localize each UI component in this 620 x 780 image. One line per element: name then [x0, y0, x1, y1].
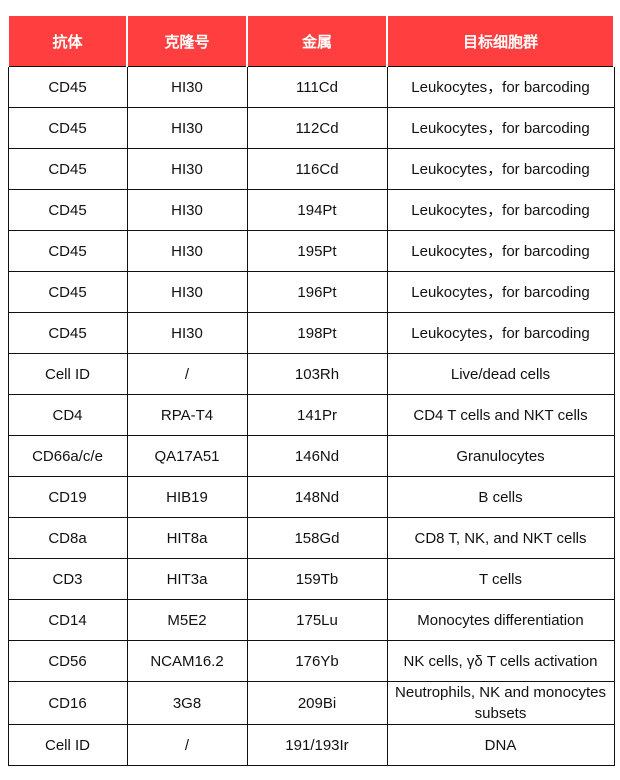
table-row: CD45 HI30 195Pt Leukocytes，for barcoding	[7, 230, 615, 272]
metal-cell: 103Rh	[246, 353, 388, 395]
table-row: Cell ID/103Rh Live/dead cells	[7, 353, 615, 395]
antibody-cell: CD45	[7, 312, 128, 354]
target-cells-cell: T cells	[386, 558, 615, 600]
table-row: CD56 NCAM16.2 176Yb NK cells, γδ T cells ac…	[7, 640, 615, 682]
target-cells-cell: CD8 T, NK, and NKT cells	[386, 517, 615, 559]
metal-cell: 209Bi	[246, 681, 388, 725]
target-cells-cell: Leukocytes，for barcoding	[386, 312, 615, 354]
metal-cell: 158Gd	[246, 517, 388, 559]
table-row: CD19 HIB19 148Nd B cells	[7, 476, 615, 518]
metal-cell: 196Pt	[246, 271, 388, 313]
table-row: CD66a/c/e QA17A51 146Nd Granulocytes	[7, 435, 615, 477]
metal-cell: 146Nd	[246, 435, 388, 477]
antibody-table: 抗体 克隆号 金属 目标细胞群 CD45 HI30 111Cd Leukocytes，…	[7, 16, 615, 766]
metal-cell: 148Nd	[246, 476, 388, 518]
antibody-cell: CD45	[7, 66, 128, 108]
table-row: CD14 M5E2 175Lu Monocytes differentiation	[7, 599, 615, 641]
table-row: Cell ID/191/193Ir DNA	[7, 724, 615, 766]
clone-cell: HI30	[126, 107, 248, 149]
antibody-cell: CD19	[7, 476, 128, 518]
table-row: CD45 HI30 112Cd Leukocytes，for barcoding	[7, 107, 615, 149]
table-row: CD8a HIT8a 158Gd CD8 T, NK, and NKT cells	[7, 517, 615, 559]
clone-cell: HIT3a	[126, 558, 248, 600]
antibody-cell: CD16	[7, 681, 128, 725]
target-cells-cell: Leukocytes，for barcoding	[386, 189, 615, 231]
metal-cell: 198Pt	[246, 312, 388, 354]
metal-cell: 195Pt	[246, 230, 388, 272]
target-cells-cell: CD4 T cells and NKT cells	[386, 394, 615, 436]
antibody-cell: CD14	[7, 599, 128, 641]
antibody-cell: CD66a/c/e	[7, 435, 128, 477]
metal-cell: 176Yb	[246, 640, 388, 682]
header-metal: 金属	[246, 16, 388, 67]
table-header-row: 抗体 克隆号 金属 目标细胞群	[7, 16, 615, 67]
target-cells-cell: Leukocytes，for barcoding	[386, 271, 615, 313]
table-row: CD45 HI30 198Pt Leukocytes，for barcoding	[7, 312, 615, 354]
target-cells-cell: Granulocytes	[386, 435, 615, 477]
antibody-cell: CD56	[7, 640, 128, 682]
target-cells-cell: B cells	[386, 476, 615, 518]
metal-cell: 112Cd	[246, 107, 388, 149]
antibody-cell: Cell ID	[7, 353, 128, 395]
clone-cell: HI30	[126, 189, 248, 231]
antibody-cell: CD45	[7, 107, 128, 149]
clone-cell: HI30	[126, 230, 248, 272]
target-cells-cell: Live/dead cells	[386, 353, 615, 395]
clone-cell: HI30	[126, 271, 248, 313]
table-row: CD4 RPA-T4 141Pr CD4 T cells and NKT cells	[7, 394, 615, 436]
antibody-cell: Cell ID	[7, 724, 128, 766]
target-cells-cell: Monocytes differentiation	[386, 599, 615, 641]
table-row: CD3 HIT3a 159Tb T cells	[7, 558, 615, 600]
clone-cell: NCAM16.2	[126, 640, 248, 682]
table-row: CD45 HI30 194Pt Leukocytes，for barcoding	[7, 189, 615, 231]
metal-cell: 111Cd	[246, 66, 388, 108]
antibody-cell: CD45	[7, 148, 128, 190]
header-antibody: 抗体	[7, 16, 128, 67]
antibody-cell: CD4	[7, 394, 128, 436]
target-cells-cell: Leukocytes，for barcoding	[386, 66, 615, 108]
target-cells-cell: Leukocytes，for barcoding	[386, 148, 615, 190]
metal-cell: 175Lu	[246, 599, 388, 641]
target-cells-cell: Leukocytes，for barcoding	[386, 230, 615, 272]
target-cells-cell: Leukocytes，for barcoding	[386, 107, 615, 149]
clone-cell: M5E2	[126, 599, 248, 641]
header-target-cells: 目标细胞群	[386, 16, 615, 67]
clone-cell: QA17A51	[126, 435, 248, 477]
clone-cell: HIB19	[126, 476, 248, 518]
antibody-cell: CD45	[7, 271, 128, 313]
metal-cell: 159Tb	[246, 558, 388, 600]
clone-cell: HIT8a	[126, 517, 248, 559]
clone-cell: /	[126, 353, 248, 395]
target-cells-cell: NK cells, γδ T cells activation	[386, 640, 615, 682]
clone-cell: 3G8	[126, 681, 248, 725]
metal-cell: 194Pt	[246, 189, 388, 231]
antibody-cell: CD45	[7, 230, 128, 272]
antibody-cell: CD3	[7, 558, 128, 600]
target-cells-cell: DNA	[386, 724, 615, 766]
target-cells-cell: Neutrophils, NK and monocytes subsets	[386, 681, 615, 725]
metal-cell: 116Cd	[246, 148, 388, 190]
antibody-cell: CD45	[7, 189, 128, 231]
table-row: CD45 HI30 116Cd Leukocytes，for barcoding	[7, 148, 615, 190]
header-clone: 克隆号	[126, 16, 248, 67]
clone-cell: HI30	[126, 148, 248, 190]
clone-cell: HI30	[126, 66, 248, 108]
clone-cell: /	[126, 724, 248, 766]
table-row: CD16 3G8 209Bi Neutrophils, NK and monocyte…	[7, 681, 615, 725]
metal-cell: 191/193Ir	[246, 724, 388, 766]
antibody-cell: CD8a	[7, 517, 128, 559]
clone-cell: RPA-T4	[126, 394, 248, 436]
clone-cell: HI30	[126, 312, 248, 354]
table-row: CD45 HI30 111Cd Leukocytes，for barcoding	[7, 66, 615, 108]
table-row: CD45 HI30 196Pt Leukocytes，for barcoding	[7, 271, 615, 313]
metal-cell: 141Pr	[246, 394, 388, 436]
